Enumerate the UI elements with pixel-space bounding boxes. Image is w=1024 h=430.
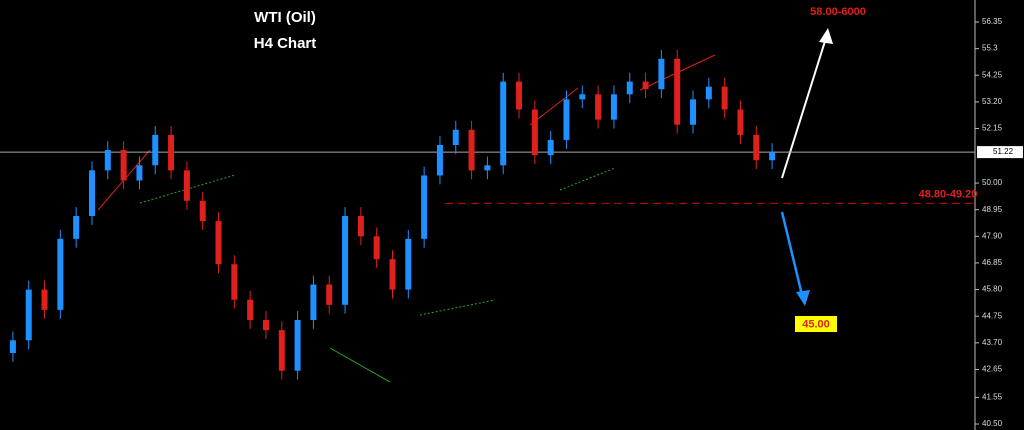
candle-body — [626, 81, 633, 95]
trendline — [559, 167, 616, 191]
candle-body — [342, 216, 349, 305]
candle-body — [152, 134, 159, 166]
candle-body — [769, 152, 776, 161]
candle-body — [57, 238, 64, 310]
candle-body — [168, 134, 175, 171]
y-tick-label: 47.90 — [982, 231, 1003, 240]
arrow-up — [781, 37, 827, 179]
y-tick-label: 50.00 — [982, 178, 1003, 187]
candle-body — [484, 165, 491, 171]
candle-body — [326, 284, 333, 305]
candle-body — [104, 150, 111, 171]
candle-body — [247, 299, 254, 321]
candle-body — [753, 134, 760, 161]
candle-body — [690, 99, 697, 125]
candle-body — [531, 109, 538, 156]
candle-body — [452, 129, 459, 146]
candle-body — [721, 86, 728, 110]
current-price-box — [977, 146, 1023, 159]
candle-body — [231, 264, 238, 300]
y-tick-label: 48.95 — [982, 205, 1003, 214]
candle-body — [9, 340, 16, 353]
trendline — [329, 347, 391, 383]
candle-body — [610, 94, 617, 120]
candle-body — [25, 289, 32, 341]
candle-body — [705, 86, 712, 100]
y-tick-label: 54.25 — [982, 70, 1003, 79]
current-price-label: 51.22 — [993, 147, 1014, 156]
candle-body — [199, 200, 206, 222]
candle-body — [88, 170, 95, 217]
candle-body — [405, 238, 412, 290]
candle-body — [642, 81, 649, 90]
y-tick-label: 46.85 — [982, 258, 1003, 267]
candle-body — [310, 284, 317, 321]
candle-body — [120, 150, 127, 181]
candle-body — [516, 81, 523, 110]
candle-body — [468, 129, 475, 171]
candle-body — [421, 175, 428, 239]
y-tick-label: 52.15 — [982, 124, 1003, 133]
candle-body — [547, 139, 554, 156]
chart-title: WTI (Oil) — [254, 9, 316, 26]
candle-body — [215, 221, 222, 265]
y-tick-label: 55.3 — [982, 44, 998, 53]
candle-body — [373, 236, 380, 260]
candle-body — [262, 320, 269, 331]
candle-body — [294, 320, 301, 371]
y-tick-label: 43.70 — [982, 338, 1003, 347]
candle-body — [436, 145, 443, 176]
candle-body — [73, 216, 80, 239]
candle-body — [563, 99, 570, 140]
candle-body — [136, 165, 143, 181]
chart-subtitle: H4 Chart — [254, 35, 317, 52]
candle-body — [357, 216, 364, 237]
y-tick-label: 44.75 — [982, 311, 1003, 320]
candle-body — [389, 259, 396, 290]
candle-body — [674, 58, 681, 125]
arrow-down — [780, 211, 804, 296]
arrowhead — [819, 28, 833, 44]
candle-body — [183, 170, 190, 201]
candle-body — [579, 94, 586, 100]
y-tick-label: 56.35 — [982, 17, 1003, 26]
y-tick-label: 41.55 — [982, 392, 1003, 401]
target-down-label: 45.00 — [802, 318, 830, 330]
trendline — [419, 299, 496, 316]
target-down-box — [795, 316, 837, 332]
arrowhead — [796, 290, 810, 306]
y-tick-label: 42.65 — [982, 365, 1003, 374]
candle-body — [658, 58, 665, 90]
candle-body — [737, 109, 744, 135]
target-up-label: 58.00-6000 — [810, 6, 866, 18]
y-tick-label: 45.80 — [982, 285, 1003, 294]
trendline — [529, 87, 579, 126]
candle-body — [595, 94, 602, 120]
candle-body — [278, 330, 285, 371]
candle-body — [41, 289, 48, 310]
y-tick-label: 40.50 — [982, 419, 1003, 428]
y-tick-label: 53.20 — [982, 97, 1003, 106]
level-label: 48.80-49.20 — [919, 188, 978, 200]
candle-body — [500, 81, 507, 166]
